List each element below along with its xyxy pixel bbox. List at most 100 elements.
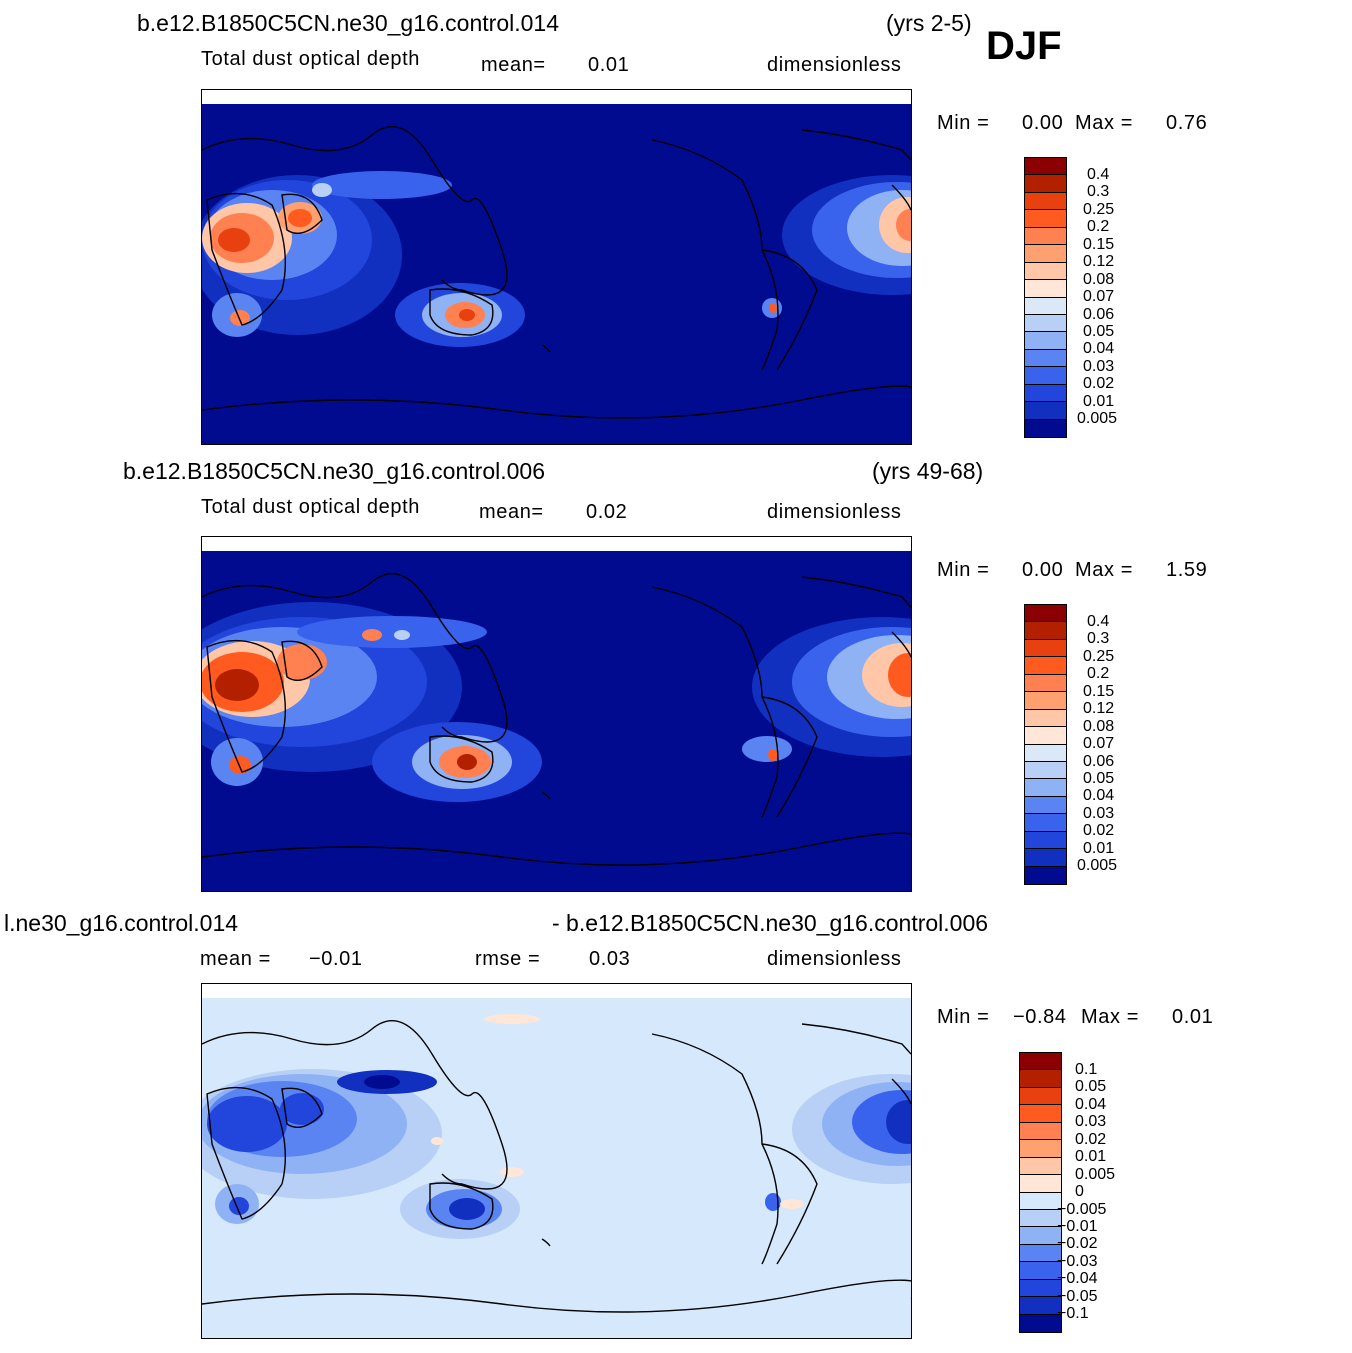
colorbar-swatch <box>1025 657 1066 675</box>
panel1-mean-label: mean= <box>481 54 546 76</box>
colorbar-swatch <box>1025 849 1066 867</box>
atlantic-dust-plume <box>752 617 911 757</box>
panel1-years: (yrs 2-5) <box>886 10 972 36</box>
panel2-max-label: Max = <box>1075 559 1134 581</box>
panel2-mean-label: mean= <box>479 501 544 523</box>
colorbar-tick-label: −0.1 <box>1057 1305 1089 1323</box>
colorbar-swatch <box>1025 744 1066 762</box>
colorbar-swatch <box>1025 761 1066 780</box>
colorbar-swatch <box>1025 158 1066 176</box>
panel2-min-value: 0.00 <box>1022 559 1064 581</box>
panel3-min-label: Min = <box>937 1006 990 1028</box>
colorbar-tick-label: −0.02 <box>1057 1235 1098 1253</box>
colorbar-swatch <box>1020 1105 1061 1123</box>
colorbar-tick-label: 0.4 <box>1087 166 1110 183</box>
colorbar-tick-label: 0.01 <box>1075 1148 1107 1166</box>
panel1-case-name: b.e12.B1850C5CN.ne30_g16.control.014 <box>137 10 559 36</box>
atlantic-dust-plume <box>782 175 911 295</box>
colorbar-tick-label: 0.4 <box>1087 613 1110 630</box>
colorbar-swatch <box>1025 796 1066 815</box>
panel1-map <box>201 89 912 445</box>
panel3-max-label: Max = <box>1081 1006 1140 1028</box>
africa-dust-plume <box>202 171 452 337</box>
colorbar-tick-label: 0 <box>1075 1183 1084 1201</box>
panel1-mean-value: 0.01 <box>588 54 630 76</box>
colorbar-tick-label: 0.02 <box>1083 375 1115 393</box>
colorbar-swatch <box>1025 831 1066 850</box>
colorbar-tick-label: 0.3 <box>1087 183 1110 201</box>
panel1-max-value: 0.76 <box>1166 112 1208 134</box>
coastlines <box>202 1020 911 1313</box>
colorbar-swatch <box>1020 1192 1061 1210</box>
australia-difference <box>400 1179 520 1239</box>
positive-difference-patches <box>431 1014 540 1177</box>
colorbar-tick-label: 0.2 <box>1087 665 1110 683</box>
colorbar-swatch <box>1020 1087 1061 1106</box>
panel2-units: dimensionless <box>767 501 902 523</box>
australia-dust-plume <box>395 283 525 347</box>
colorbar-swatch <box>1025 192 1066 211</box>
colorbar-tick-label: 0.02 <box>1083 822 1115 840</box>
panel1-units: dimensionless <box>767 54 902 76</box>
colorbar-swatch <box>1025 674 1066 693</box>
colorbar-tick-label: 0.04 <box>1083 787 1115 805</box>
colorbar-swatch <box>1025 419 1066 437</box>
andes-dust-plume <box>762 298 782 318</box>
panel1-colorbar <box>1024 157 1067 438</box>
colorbar-swatch <box>1020 1053 1061 1071</box>
panel2-map <box>201 536 912 892</box>
colorbar-tick-label: 0.06 <box>1083 752 1115 770</box>
colorbar-swatch <box>1020 1297 1061 1315</box>
panel3-mean-value: −0.01 <box>309 948 363 970</box>
colorbar-tick-label: 0.05 <box>1075 1078 1107 1096</box>
colorbar-tick-label: 0.03 <box>1075 1113 1107 1131</box>
colorbar-swatch <box>1025 367 1066 385</box>
colorbar-tick-label: 0.05 <box>1083 322 1115 340</box>
colorbar-tick-label: 0.005 <box>1077 857 1118 875</box>
colorbar-tick-label: 0.15 <box>1083 682 1115 700</box>
panel3-rmse-label: rmse = <box>475 948 541 970</box>
colorbar-tick-label: 0.15 <box>1083 235 1115 253</box>
colorbar-swatch <box>1025 814 1066 832</box>
panel3-min-value: −0.84 <box>1013 1006 1067 1028</box>
colorbar-tick-label: −0.005 <box>1057 1200 1107 1218</box>
colorbar-swatch <box>1020 1157 1061 1176</box>
colorbar-tick-label: 0.2 <box>1087 218 1110 236</box>
colorbar-tick-label: 0.08 <box>1083 270 1115 288</box>
colorbar-swatch <box>1020 1070 1061 1088</box>
panel1-max-label: Max = <box>1075 112 1134 134</box>
colorbar-tick-label: 0.12 <box>1083 700 1115 718</box>
colorbar-tick-label: 0.04 <box>1075 1095 1107 1113</box>
colorbar-tick-label: 0.3 <box>1087 630 1110 648</box>
africa-difference <box>202 1069 442 1224</box>
andes-dust-plume <box>742 736 792 762</box>
colorbar-tick-label: −0.05 <box>1057 1287 1098 1305</box>
colorbar-swatch <box>1025 245 1066 263</box>
colorbar-tick-label: −0.03 <box>1057 1252 1098 1270</box>
panel2-min-label: Min = <box>937 559 990 581</box>
panel1-variable: Total dust optical depth <box>201 48 420 70</box>
colorbar-tick-label: 0.07 <box>1083 288 1115 306</box>
panel2-max-value: 1.59 <box>1166 559 1208 581</box>
colorbar-swatch <box>1025 227 1066 246</box>
panel2-variable: Total dust optical depth <box>201 496 420 518</box>
coastlines <box>202 573 911 866</box>
colorbar-swatch <box>1020 1122 1061 1141</box>
panel3-map <box>201 983 912 1339</box>
colorbar-tick-label: 0.005 <box>1075 1165 1116 1183</box>
colorbar-swatch <box>1025 349 1066 368</box>
colorbar-tick-label: 0.06 <box>1083 305 1115 323</box>
colorbar-swatch <box>1020 1175 1061 1193</box>
colorbar-swatch <box>1025 314 1066 333</box>
colorbar-swatch <box>1025 402 1066 420</box>
colorbar-swatch <box>1025 297 1066 315</box>
panel3-case-right: - b.e12.B1850C5CN.ne30_g16.control.006 <box>552 910 989 936</box>
panel2-years: (yrs 49-68) <box>872 458 984 484</box>
atlantic-difference <box>792 1074 911 1184</box>
colorbar-swatch <box>1025 384 1066 403</box>
panel3-max-value: 0.01 <box>1172 1006 1214 1028</box>
colorbar-tick-label: 0.25 <box>1083 200 1115 218</box>
panel2-case-name: b.e12.B1850C5CN.ne30_g16.control.006 <box>123 458 545 484</box>
colorbar-tick-label: 0.01 <box>1083 839 1115 857</box>
panel1-min-label: Min = <box>937 112 990 134</box>
